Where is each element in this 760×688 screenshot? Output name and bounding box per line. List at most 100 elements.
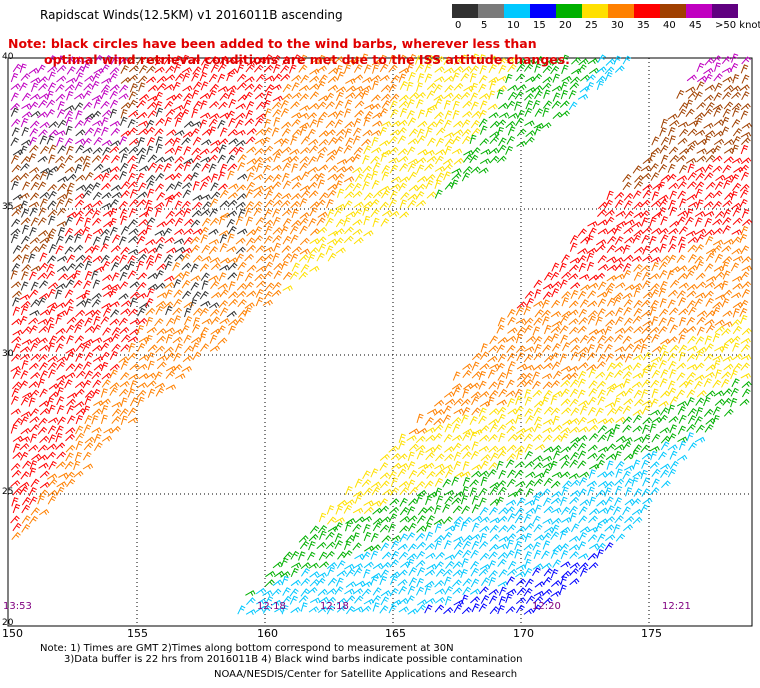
wind-barb xyxy=(334,119,343,128)
wind-barb xyxy=(263,219,274,228)
wind-barb xyxy=(282,271,293,280)
wind-barb xyxy=(83,101,93,110)
wind-barb xyxy=(174,55,182,65)
wind-barb xyxy=(462,516,473,525)
wind-barb xyxy=(460,568,468,578)
wind-barb xyxy=(272,73,283,82)
wind-barb xyxy=(659,127,667,137)
wind-barb xyxy=(688,201,699,208)
wind-barb xyxy=(308,562,319,569)
wind-barb xyxy=(515,564,527,571)
wind-barb xyxy=(110,55,120,65)
wind-barb xyxy=(533,590,545,597)
wind-barb xyxy=(443,446,455,453)
wind-barb xyxy=(19,346,31,353)
wind-barb xyxy=(100,89,109,99)
wind-barb xyxy=(389,587,399,597)
wind-barb xyxy=(615,468,623,478)
wind-barb xyxy=(686,325,697,333)
wind-barb xyxy=(416,135,426,144)
wind-barb xyxy=(145,254,155,264)
wind-barb xyxy=(586,74,596,82)
wind-barb xyxy=(713,92,722,101)
wind-barb xyxy=(30,82,39,92)
wind-barb xyxy=(388,523,396,533)
wind-barb xyxy=(658,181,666,191)
wind-barb xyxy=(127,270,137,279)
wind-barb xyxy=(559,353,568,363)
wind-barb xyxy=(235,237,246,245)
wind-barb xyxy=(741,327,752,336)
wind-barb xyxy=(623,262,632,272)
wind-barb xyxy=(596,239,607,246)
wind-barb xyxy=(290,562,302,569)
wind-barb xyxy=(334,208,343,217)
wind-barb xyxy=(20,411,32,418)
wind-barb xyxy=(164,74,176,81)
wind-barb xyxy=(47,478,58,487)
wind-barb xyxy=(434,179,442,189)
wind-barb xyxy=(622,416,633,425)
wind-barb xyxy=(543,505,554,514)
wind-barb xyxy=(568,372,579,380)
wind-barb xyxy=(649,461,660,469)
wind-barb xyxy=(379,74,390,82)
wind-barb xyxy=(479,516,490,524)
wind-barb xyxy=(632,315,642,324)
wind-barb xyxy=(478,380,487,390)
wind-barb xyxy=(705,181,716,190)
wind-barb xyxy=(723,138,735,146)
wind-barb xyxy=(623,227,634,235)
wind-barb xyxy=(505,369,513,379)
wind-barb xyxy=(596,459,605,469)
wind-barb xyxy=(82,63,90,73)
wind-barb xyxy=(235,119,244,129)
wind-barb xyxy=(145,238,156,246)
wind-barb xyxy=(443,606,454,615)
wind-barb xyxy=(379,54,387,65)
wind-barb xyxy=(614,405,624,415)
wind-barb xyxy=(660,369,669,379)
wind-barb xyxy=(164,138,175,146)
wind-barb xyxy=(597,54,607,63)
wind-barb xyxy=(129,363,140,371)
wind-barb xyxy=(136,235,146,245)
wind-barb xyxy=(92,147,103,155)
wind-barb xyxy=(191,72,200,82)
wind-barb xyxy=(282,162,291,172)
wind-barb xyxy=(480,460,489,470)
wind-barb xyxy=(577,416,587,426)
wind-barb xyxy=(407,585,416,595)
wind-barb xyxy=(173,279,182,289)
wind-barb xyxy=(523,587,533,597)
wind-barb xyxy=(514,540,522,551)
wind-barb xyxy=(436,495,444,505)
wind-barb xyxy=(632,372,643,379)
wind-barb xyxy=(183,173,193,182)
wind-barb xyxy=(640,199,651,208)
wind-barb xyxy=(48,165,59,173)
wind-barb xyxy=(471,495,479,505)
wind-barb xyxy=(290,135,298,146)
wind-barb xyxy=(12,297,20,307)
wind-barb xyxy=(479,434,490,442)
wind-barb xyxy=(541,550,550,560)
wind-barb xyxy=(21,111,32,118)
wind-barb xyxy=(11,531,21,541)
wind-barb xyxy=(388,64,398,73)
wind-barb xyxy=(586,335,597,344)
wind-barb xyxy=(658,261,668,270)
wind-barb xyxy=(289,225,299,235)
wind-barb xyxy=(604,209,615,217)
wind-barb xyxy=(218,230,230,236)
wind-barb xyxy=(190,236,200,245)
wind-barb xyxy=(389,190,398,200)
wind-barb xyxy=(130,380,138,390)
wind-barb xyxy=(433,408,445,416)
wind-barb xyxy=(255,288,264,298)
wind-barb xyxy=(642,291,653,299)
wind-barb xyxy=(677,272,688,281)
wind-barb xyxy=(352,127,362,137)
wind-barb xyxy=(344,128,352,138)
wind-barb xyxy=(678,226,688,235)
